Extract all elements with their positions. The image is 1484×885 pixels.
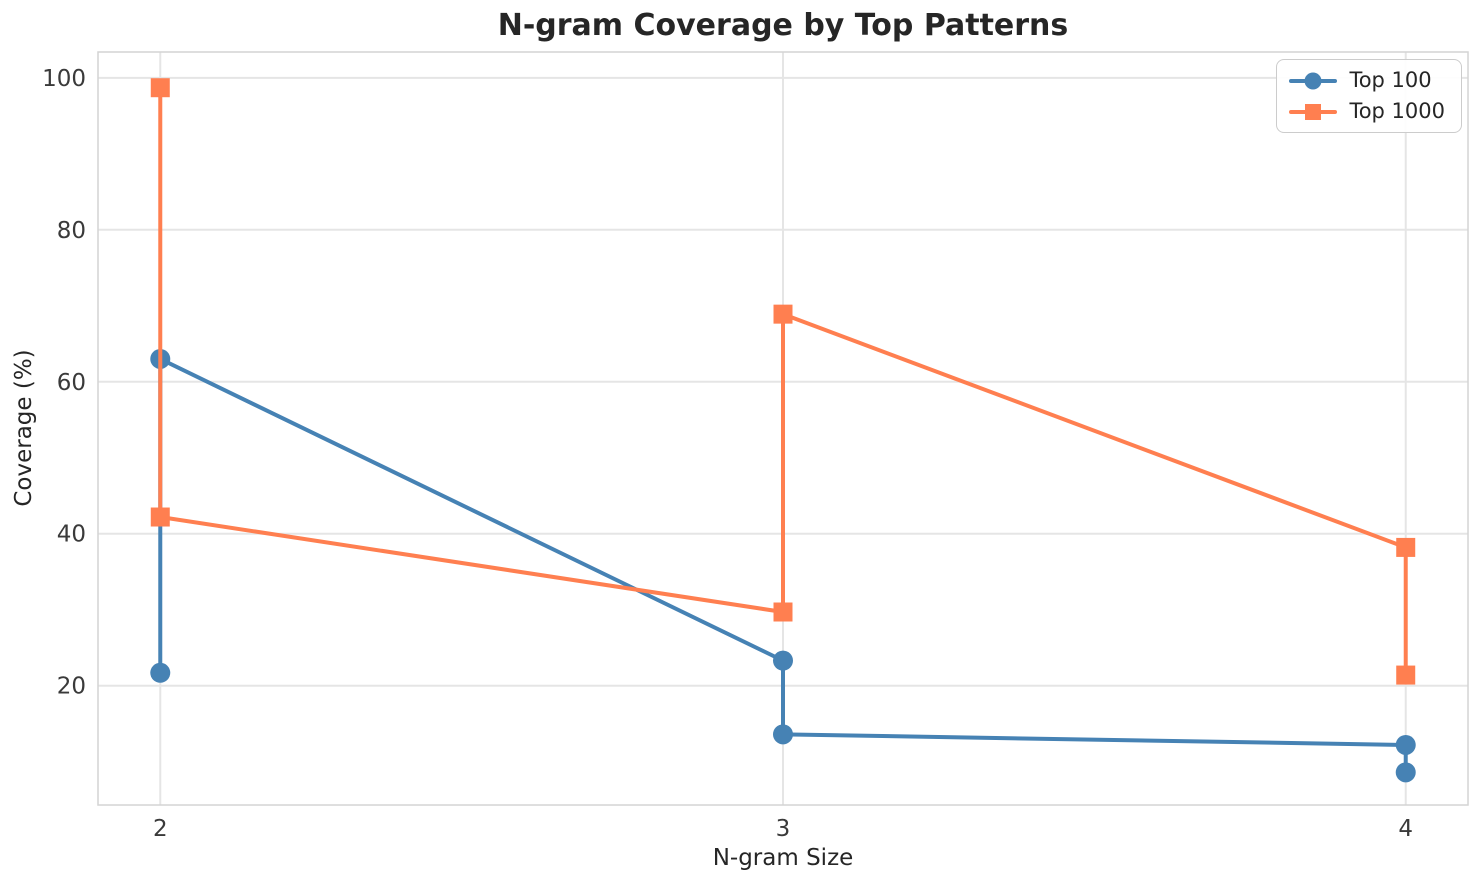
- series-top-1000-line: [158, 85, 1408, 678]
- legend-item-top-100: Top 100: [1289, 68, 1445, 92]
- y-tick-label: 40: [57, 522, 86, 548]
- x-axis-label: N-gram Size: [712, 845, 854, 871]
- series-top-100-marker: [1395, 734, 1416, 755]
- series-top-100-marker: [773, 724, 793, 745]
- series-top-100-marker: [773, 650, 793, 671]
- legend-label-top-1000: Top 1000: [1349, 99, 1445, 124]
- series-top-1000-marker: [1396, 537, 1416, 557]
- y-tick-label: 60: [57, 370, 86, 396]
- series-top-1000-marker: [773, 304, 793, 324]
- series-top-100-marker: [150, 662, 171, 683]
- x-tick-label: 3: [776, 816, 791, 842]
- series-top-100-marker: [1395, 762, 1416, 783]
- series-top-1000-marker: [1396, 665, 1416, 685]
- legend: Top 100 Top 1000: [1276, 59, 1462, 134]
- legend-circle-marker-icon: [1289, 72, 1338, 90]
- axes-spines: [97, 51, 1469, 806]
- series-top-1000-marker: [150, 507, 170, 527]
- chart-title: N-gram Coverage by Top Patterns: [497, 8, 1069, 43]
- x-tick-label: 2: [153, 816, 168, 842]
- x-tick-label: 4: [1398, 816, 1413, 842]
- y-tick-label: 100: [42, 66, 86, 92]
- series-top-1000-marker: [773, 602, 793, 622]
- legend-square-marker-icon: [1289, 103, 1338, 120]
- legend-item-top-1000: Top 1000: [1289, 99, 1445, 124]
- y-axis-label: Coverage (%): [11, 349, 37, 507]
- y-tick-label: 20: [57, 674, 86, 700]
- y-tick-label: 80: [57, 218, 86, 244]
- legend-label-top-100: Top 100: [1349, 68, 1432, 92]
- series-top-1000-marker: [150, 78, 170, 98]
